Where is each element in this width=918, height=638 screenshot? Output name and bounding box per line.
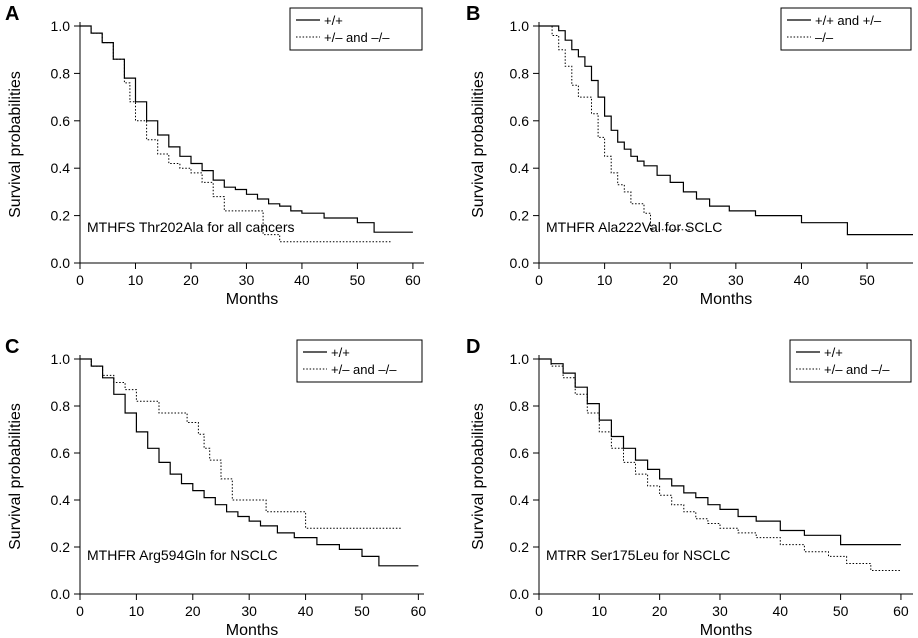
- x-tick-label: 20: [662, 272, 678, 288]
- x-tick-label: 60: [405, 272, 421, 288]
- y-tick-label: 0.2: [51, 539, 71, 555]
- legend-box: [296, 339, 423, 383]
- x-tick-label: 50: [354, 603, 370, 619]
- y-tick-label: 0.4: [51, 160, 71, 176]
- y-tick-label: 0.4: [510, 160, 530, 176]
- y-tick-label: 0.0: [510, 586, 530, 602]
- y-tick-label: 0.6: [51, 113, 71, 129]
- x-axis-label: Months: [700, 622, 752, 638]
- y-tick-label: 1.0: [510, 18, 530, 34]
- legend-label: +/+: [324, 13, 343, 28]
- y-tick-label: 0.6: [51, 445, 71, 461]
- legend-label: +/+ and +/–: [815, 13, 882, 28]
- panel-letter: A: [5, 3, 19, 25]
- y-axis-label: Survival probabilities: [7, 71, 24, 218]
- x-axis-label: Months: [226, 291, 278, 308]
- legend: +/+ +/– and –/–: [289, 7, 423, 51]
- y-tick-label: 0.8: [51, 65, 71, 81]
- panel-letter: B: [466, 3, 480, 25]
- chart-panel-b: B 0.0 0.2 0.4 0.6 0.8 1.0 0 10 20 30 40 50 Months Surv…: [466, 3, 913, 308]
- y-tick-label: 0.4: [51, 492, 71, 508]
- legend-box: [780, 7, 912, 51]
- x-tick-label: 40: [794, 272, 810, 288]
- x-tick-label: 40: [773, 603, 789, 619]
- panel-annotation: MTRR Ser175Leu for NSCLC: [546, 547, 730, 563]
- x-tick-label: 40: [298, 603, 314, 619]
- x-tick-label: 10: [129, 603, 145, 619]
- panel-annotation: MTHFR Ala222Val for SCLC: [546, 219, 722, 235]
- series-line-dotted: [539, 358, 901, 571]
- x-tick-label: 0: [76, 603, 84, 619]
- x-tick-label: 30: [241, 603, 257, 619]
- y-tick-label: 0.2: [510, 539, 530, 555]
- y-tick-label: 1.0: [51, 18, 71, 34]
- series-line-solid: [80, 358, 419, 567]
- legend-label: +/+: [331, 345, 350, 360]
- panel-letter: D: [466, 336, 480, 358]
- x-tick-label: 0: [535, 272, 543, 288]
- x-tick-label: 60: [411, 603, 427, 619]
- x-tick-label: 50: [859, 272, 875, 288]
- legend-box: [289, 7, 423, 51]
- y-tick-label: 0.6: [510, 445, 530, 461]
- legend: +/+ and +/– –/–: [780, 7, 912, 51]
- series-line-solid: [539, 358, 901, 546]
- x-tick-label: 20: [652, 603, 668, 619]
- legend: +/+ +/– and –/–: [296, 339, 423, 383]
- chart-panel-c: C 0.0 0.2 0.4 0.6 0.8 1.0 0 10 20 30 40 50 60 Months Su…: [5, 336, 426, 638]
- x-tick-label: 0: [76, 272, 84, 288]
- legend-label: –/–: [815, 30, 834, 45]
- y-tick-label: 0.0: [510, 255, 530, 271]
- legend-label: +/– and –/–: [824, 362, 890, 377]
- y-tick-label: 0.4: [510, 492, 530, 508]
- y-tick-label: 0.6: [510, 113, 530, 129]
- y-tick-label: 0.2: [51, 208, 71, 224]
- y-axis-label: Survival probabilities: [470, 403, 487, 550]
- series-line-dotted: [539, 25, 690, 231]
- series-line-dotted: [80, 25, 391, 243]
- legend-label: +/– and –/–: [331, 362, 397, 377]
- x-tick-label: 50: [350, 272, 366, 288]
- series-line-solid: [80, 25, 413, 233]
- x-tick-label: 20: [183, 272, 199, 288]
- legend-label: +/+: [824, 345, 843, 360]
- y-axis-label: Survival probabilities: [7, 403, 24, 550]
- x-tick-label: 10: [128, 272, 144, 288]
- x-tick-label: 40: [294, 272, 310, 288]
- panel-letter: C: [5, 336, 19, 358]
- x-tick-label: 50: [833, 603, 849, 619]
- x-tick-label: 20: [185, 603, 201, 619]
- y-tick-label: 0.0: [51, 255, 71, 271]
- y-tick-label: 0.8: [510, 65, 530, 81]
- chart-panel-d: D 0.0 0.2 0.4 0.6 0.8 1.0 0 10 20 30 40 50 60 Months Su…: [466, 336, 913, 638]
- legend: +/+ +/– and –/–: [789, 339, 912, 383]
- x-axis-label: Months: [700, 291, 752, 308]
- legend-label: +/– and –/–: [324, 30, 390, 45]
- y-tick-label: 1.0: [510, 351, 530, 367]
- x-tick-label: 60: [893, 603, 909, 619]
- y-tick-label: 1.0: [51, 351, 71, 367]
- y-tick-label: 0.0: [51, 586, 71, 602]
- x-tick-label: 30: [239, 272, 255, 288]
- x-tick-label: 30: [712, 603, 728, 619]
- chart-panel-a: A 0.0 0.2 0.4 0.6 0.8 1.0 0 10 20 30 40 50 60 Months Su…: [5, 3, 424, 308]
- x-tick-label: 0: [535, 603, 543, 619]
- x-tick-label: 30: [728, 272, 744, 288]
- y-tick-label: 0.2: [510, 208, 530, 224]
- series-line-solid: [539, 25, 913, 236]
- panel-annotation: MTHFR Arg594Gln for NSCLC: [87, 547, 278, 563]
- y-tick-label: 0.8: [51, 398, 71, 414]
- x-axis-label: Months: [226, 622, 278, 638]
- y-axis-label: Survival probabilities: [470, 71, 487, 218]
- legend-box: [789, 339, 912, 383]
- y-tick-label: 0.8: [510, 398, 530, 414]
- series-line-dotted: [80, 358, 402, 529]
- x-tick-label: 10: [592, 603, 608, 619]
- panel-annotation: MTHFS Thr202Ala for all cancers: [87, 219, 294, 235]
- x-tick-label: 10: [597, 272, 613, 288]
